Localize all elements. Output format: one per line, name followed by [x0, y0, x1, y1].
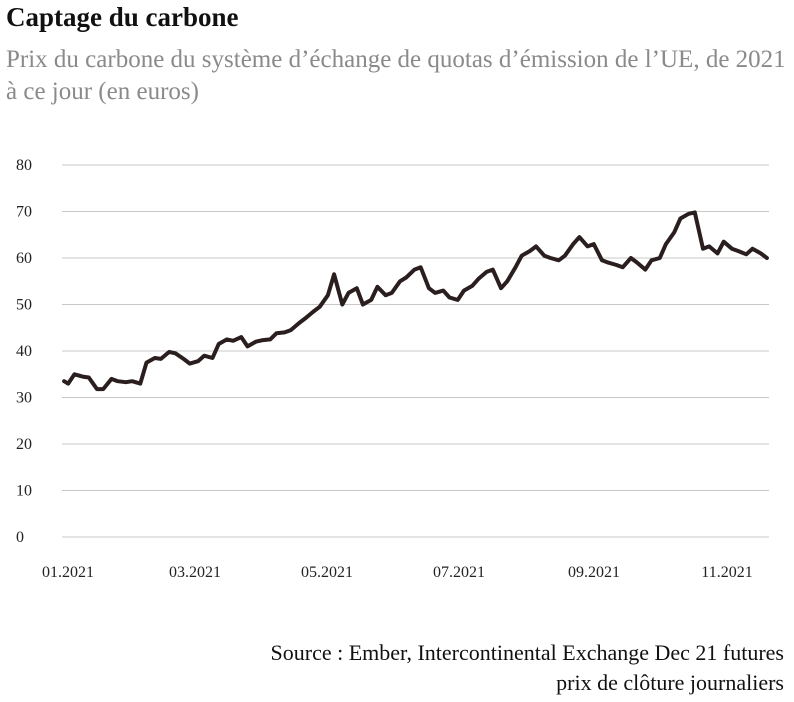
x-tick-label: 05.2021 [301, 564, 353, 581]
y-axis-tick-labels: 0 10 20 30 40 50 60 70 80 [16, 157, 32, 546]
x-tick-label: 03.2021 [169, 564, 221, 581]
y-tick-label: 40 [16, 343, 32, 360]
series-line [62, 210, 769, 392]
x-tick-label: 07.2021 [433, 564, 485, 581]
chart-subtitle: Prix du carbone du système d’échange de … [6, 46, 786, 105]
gridlines [62, 164, 769, 538]
y-tick-label: 0 [16, 529, 24, 546]
y-tick-label: 60 [16, 250, 32, 267]
x-tick-label: 01.2021 [42, 564, 94, 581]
source-note: Source : Ember, Intercontinental Exchang… [271, 638, 784, 698]
source-line-2: prix de clôture journaliers [556, 670, 784, 695]
x-tick-label: 11.2021 [701, 564, 752, 581]
y-tick-label: 80 [16, 157, 32, 174]
y-tick-label: 50 [16, 297, 32, 314]
y-tick-label: 30 [16, 390, 32, 407]
y-tick-label: 70 [16, 204, 32, 221]
source-line-1: Source : Ember, Intercontinental Exchang… [270, 640, 784, 665]
x-axis-tick-labels: 01.2021 03.2021 05.2021 07.2021 09.2021 11.20… [42, 564, 753, 581]
y-tick-label: 10 [16, 483, 32, 500]
x-tick-label: 09.2021 [568, 564, 620, 581]
y-tick-label: 20 [16, 436, 32, 453]
chart-title: Captage du carbone [6, 2, 239, 32]
